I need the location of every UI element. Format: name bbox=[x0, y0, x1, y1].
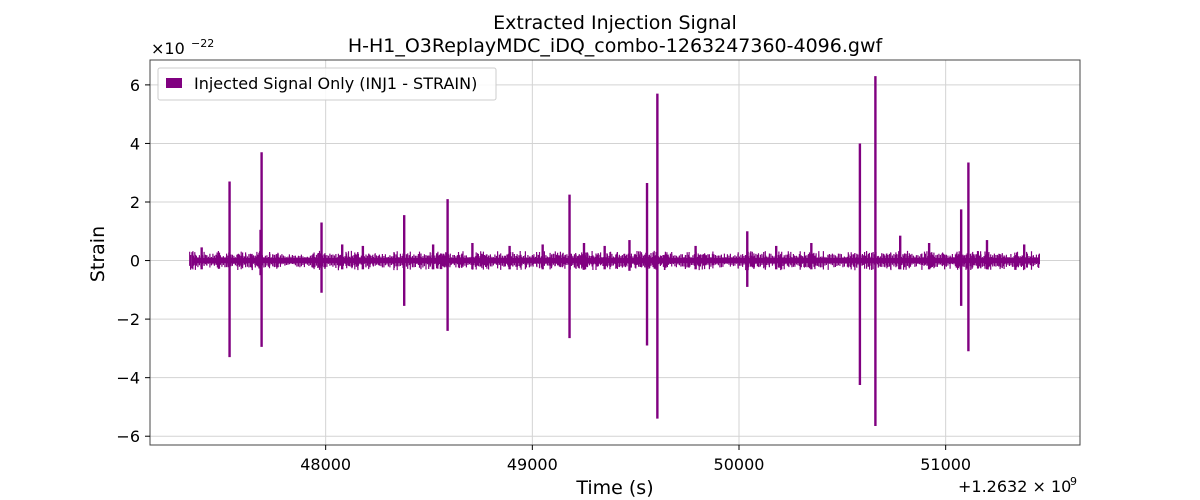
burst-cluster bbox=[312, 250, 339, 271]
x-tick-label: 48000 bbox=[300, 455, 351, 474]
legend: Injected Signal Only (INJ1 - STRAIN) bbox=[157, 67, 497, 101]
x-offset-base: +1.2632 × 10 bbox=[958, 477, 1071, 496]
legend-box bbox=[157, 67, 497, 101]
burst-cluster bbox=[764, 251, 795, 271]
x-offset: +1.2632 × 10 9 bbox=[958, 475, 1077, 496]
y-tick-label: −4 bbox=[116, 369, 140, 388]
y-tick-label: 2 bbox=[130, 193, 140, 212]
burst-cluster bbox=[890, 250, 912, 270]
x-tick-label: 51000 bbox=[920, 455, 971, 474]
y-tick-label: 0 bbox=[130, 252, 140, 271]
x-axis-label: Time (s) bbox=[575, 477, 653, 499]
axis-ticks: 48000 49000 50000 51000 −6 −4 −2 0 2 4 6 bbox=[116, 76, 971, 474]
y-scale-factor: ×10 −22 bbox=[151, 37, 214, 58]
legend-swatch bbox=[166, 78, 182, 88]
chart-title: Extracted Injection Signal bbox=[493, 12, 737, 34]
x-tick-label: 49000 bbox=[507, 455, 558, 474]
y-tick-label: 4 bbox=[130, 134, 140, 153]
y-tick-label: −6 bbox=[116, 427, 140, 446]
y-scale-exponent: −22 bbox=[191, 37, 214, 50]
x-tick-label: 50000 bbox=[714, 455, 765, 474]
plot-frame bbox=[149, 59, 1081, 446]
chart-subtitle: H-H1_O3ReplayMDC_iDQ_combo-1263247360-40… bbox=[348, 35, 884, 57]
y-tick-label: −2 bbox=[116, 310, 140, 329]
x-offset-exponent: 9 bbox=[1070, 475, 1077, 488]
plot-data bbox=[189, 76, 1040, 426]
y-scale-base: ×10 bbox=[151, 39, 185, 58]
legend-entry-label: Injected Signal Only (INJ1 - STRAIN) bbox=[194, 74, 477, 93]
y-axis-label: Strain bbox=[87, 226, 109, 282]
y-tick-label: 6 bbox=[130, 76, 140, 95]
burst-cluster bbox=[532, 251, 561, 270]
burst-cluster bbox=[799, 251, 829, 270]
burst-cluster bbox=[189, 251, 219, 270]
